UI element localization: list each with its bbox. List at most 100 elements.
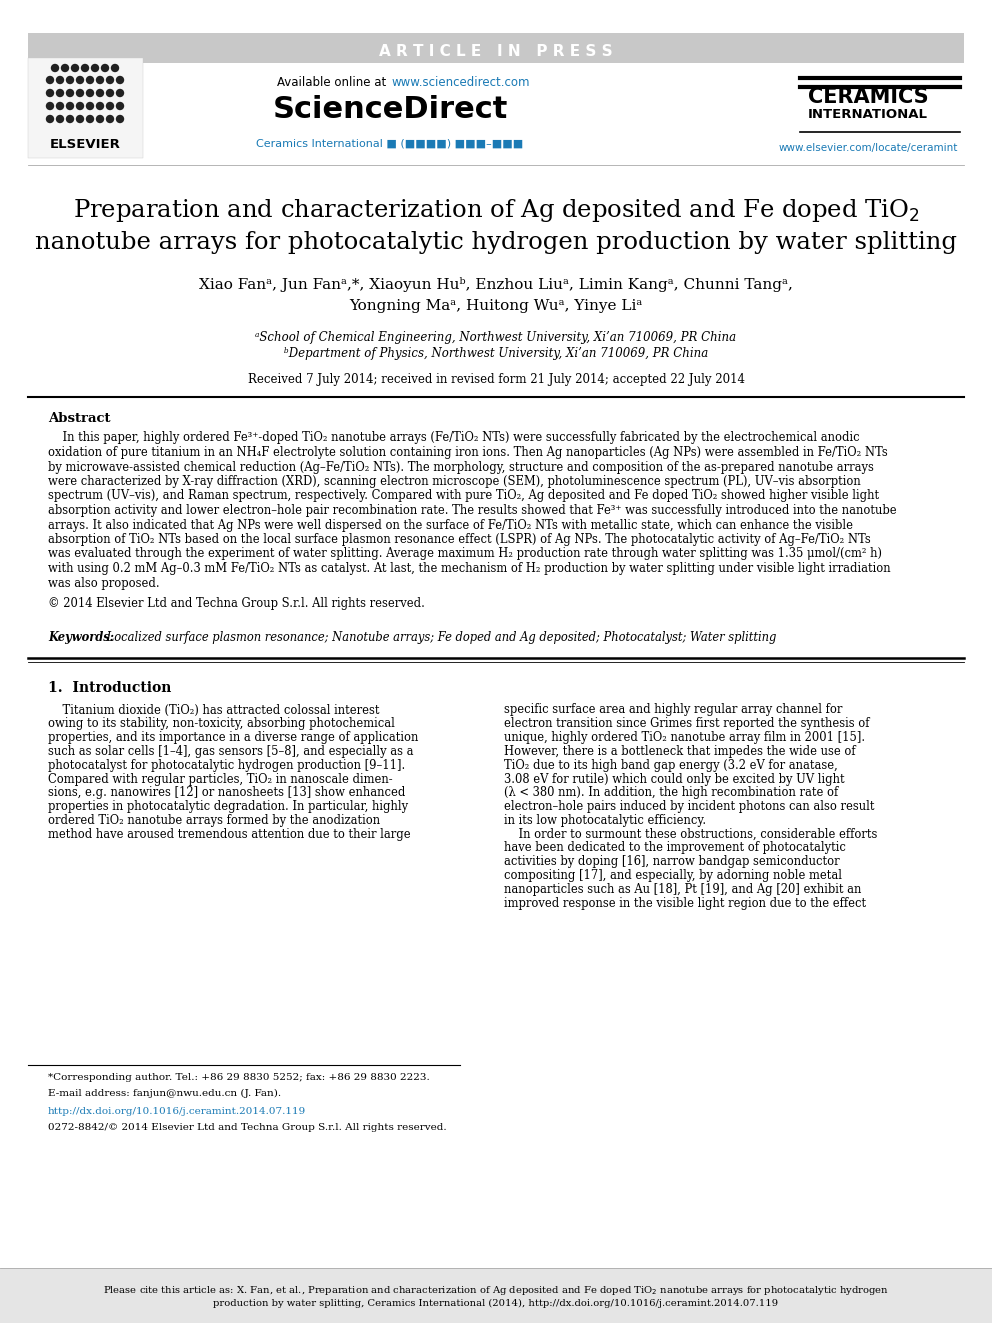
FancyBboxPatch shape xyxy=(28,33,964,64)
Text: such as solar cells [1–4], gas sensors [5–8], and especially as a: such as solar cells [1–4], gas sensors [… xyxy=(48,745,414,758)
Text: specific surface area and highly regular array channel for: specific surface area and highly regular… xyxy=(504,704,842,717)
Text: Received 7 July 2014; received in revised form 21 July 2014; accepted 22 July 20: Received 7 July 2014; received in revise… xyxy=(247,373,745,386)
Text: 1.  Introduction: 1. Introduction xyxy=(48,681,172,695)
Text: In order to surmount these obstructions, considerable efforts: In order to surmount these obstructions,… xyxy=(504,828,877,840)
Circle shape xyxy=(106,90,113,97)
Circle shape xyxy=(116,77,123,83)
Text: Keywords:: Keywords: xyxy=(48,631,114,644)
Text: properties, and its importance in a diverse range of application: properties, and its importance in a dive… xyxy=(48,732,419,744)
Text: spectrum (UV–vis), and Raman spectrum, respectively. Compared with pure TiO₂, Ag: spectrum (UV–vis), and Raman spectrum, r… xyxy=(48,490,879,503)
Circle shape xyxy=(57,77,63,83)
Text: CERAMICS: CERAMICS xyxy=(807,87,929,107)
FancyBboxPatch shape xyxy=(0,1267,992,1323)
Text: TiO₂ due to its high band gap energy (3.2 eV for anatase,: TiO₂ due to its high band gap energy (3.… xyxy=(504,758,838,771)
Text: INTERNATIONAL: INTERNATIONAL xyxy=(808,108,928,122)
Text: ScienceDirect: ScienceDirect xyxy=(273,95,508,124)
Circle shape xyxy=(81,65,88,71)
Circle shape xyxy=(62,65,68,71)
Circle shape xyxy=(76,102,83,110)
Circle shape xyxy=(101,65,108,71)
Circle shape xyxy=(57,115,63,123)
Text: nanotube arrays for photocatalytic hydrogen production by water splitting: nanotube arrays for photocatalytic hydro… xyxy=(35,232,957,254)
Circle shape xyxy=(47,90,54,97)
Text: with using 0.2 mM Ag–0.3 mM Fe/TiO₂ NTs as catalyst. At last, the mechanism of H: with using 0.2 mM Ag–0.3 mM Fe/TiO₂ NTs … xyxy=(48,562,891,576)
Text: properties in photocatalytic degradation. In particular, highly: properties in photocatalytic degradation… xyxy=(48,800,408,814)
Circle shape xyxy=(66,102,73,110)
Circle shape xyxy=(57,102,63,110)
Text: by microwave-assisted chemical reduction (Ag–Fe/TiO₂ NTs). The morphology, struc: by microwave-assisted chemical reduction… xyxy=(48,460,874,474)
Circle shape xyxy=(106,115,113,123)
Text: ELSEVIER: ELSEVIER xyxy=(50,139,120,152)
Circle shape xyxy=(47,102,54,110)
Text: arrays. It also indicated that Ag NPs were well dispersed on the surface of Fe/T: arrays. It also indicated that Ag NPs we… xyxy=(48,519,853,532)
Text: owing to its stability, non-toxicity, absorbing photochemical: owing to its stability, non-toxicity, ab… xyxy=(48,717,395,730)
Text: in its low photocatalytic efficiency.: in its low photocatalytic efficiency. xyxy=(504,814,706,827)
Circle shape xyxy=(66,90,73,97)
Text: In this paper, highly ordered Fe³⁺-doped TiO₂ nanotube arrays (Fe/TiO₂ NTs) were: In this paper, highly ordered Fe³⁺-doped… xyxy=(48,431,860,445)
Text: compositing [17], and especially, by adorning noble metal: compositing [17], and especially, by ado… xyxy=(504,869,842,882)
Circle shape xyxy=(116,90,123,97)
Text: improved response in the visible light region due to the effect: improved response in the visible light r… xyxy=(504,897,866,910)
Text: Yongning Maᵃ, Huitong Wuᵃ, Yinye Liᵃ: Yongning Maᵃ, Huitong Wuᵃ, Yinye Liᵃ xyxy=(349,299,643,314)
Circle shape xyxy=(106,102,113,110)
Text: Preparation and characterization of Ag deposited and Fe doped TiO$_2$: Preparation and characterization of Ag d… xyxy=(72,197,920,224)
Text: oxidation of pure titanium in an NH₄F electrolyte solution containing iron ions.: oxidation of pure titanium in an NH₄F el… xyxy=(48,446,888,459)
Text: photocatalyst for photocatalytic hydrogen production [9–11].: photocatalyst for photocatalytic hydroge… xyxy=(48,758,406,771)
Text: 0272-8842/© 2014 Elsevier Ltd and Techna Group S.r.l. All rights reserved.: 0272-8842/© 2014 Elsevier Ltd and Techna… xyxy=(48,1122,446,1131)
Text: However, there is a bottleneck that impedes the wide use of: However, there is a bottleneck that impe… xyxy=(504,745,856,758)
Text: *Corresponding author. Tel.: +86 29 8830 5252; fax: +86 29 8830 2223.: *Corresponding author. Tel.: +86 29 8830… xyxy=(48,1073,430,1082)
Text: ordered TiO₂ nanotube arrays formed by the anodization: ordered TiO₂ nanotube arrays formed by t… xyxy=(48,814,380,827)
Text: were characterized by X-ray diffraction (XRD), scanning electron microscope (SEM: were characterized by X-ray diffraction … xyxy=(48,475,861,488)
Circle shape xyxy=(106,77,113,83)
Text: sions, e.g. nanowires [12] or nanosheets [13] show enhanced: sions, e.g. nanowires [12] or nanosheets… xyxy=(48,786,406,799)
Circle shape xyxy=(116,115,123,123)
Text: was also proposed.: was also proposed. xyxy=(48,577,160,590)
Text: nanoparticles such as Au [18], Pt [19], and Ag [20] exhibit an: nanoparticles such as Au [18], Pt [19], … xyxy=(504,882,861,896)
Circle shape xyxy=(86,102,93,110)
Text: have been dedicated to the improvement of photocatalytic: have been dedicated to the improvement o… xyxy=(504,841,846,855)
Circle shape xyxy=(96,102,103,110)
Text: Please cite this article as: X. Fan, et al., Preparation and characterization of: Please cite this article as: X. Fan, et … xyxy=(103,1285,889,1307)
Circle shape xyxy=(71,65,78,71)
Circle shape xyxy=(66,77,73,83)
Text: absorption activity and lower electron–hole pair recombination rate. The results: absorption activity and lower electron–h… xyxy=(48,504,897,517)
Circle shape xyxy=(96,77,103,83)
Circle shape xyxy=(57,90,63,97)
Text: unique, highly ordered TiO₂ nanotube array film in 2001 [15].: unique, highly ordered TiO₂ nanotube arr… xyxy=(504,732,865,744)
Text: E-mail address: fanjun@nwu.edu.cn (J. Fan).: E-mail address: fanjun@nwu.edu.cn (J. Fa… xyxy=(48,1089,281,1098)
Circle shape xyxy=(76,77,83,83)
Text: (λ < 380 nm). In addition, the high recombination rate of: (λ < 380 nm). In addition, the high reco… xyxy=(504,786,838,799)
Text: www.sciencedirect.com: www.sciencedirect.com xyxy=(391,75,530,89)
Circle shape xyxy=(66,115,73,123)
Text: © 2014 Elsevier Ltd and Techna Group S.r.l. All rights reserved.: © 2014 Elsevier Ltd and Techna Group S.r… xyxy=(48,597,425,610)
Text: http://dx.doi.org/10.1016/j.ceramint.2014.07.119: http://dx.doi.org/10.1016/j.ceramint.201… xyxy=(48,1107,307,1117)
Text: A R T I C L E   I N   P R E S S: A R T I C L E I N P R E S S xyxy=(379,45,613,60)
Text: Titanium dioxide (TiO₂) has attracted colossal interest: Titanium dioxide (TiO₂) has attracted co… xyxy=(48,704,380,717)
Circle shape xyxy=(96,90,103,97)
Text: activities by doping [16], narrow bandgap semiconductor: activities by doping [16], narrow bandga… xyxy=(504,855,839,868)
Text: Ceramics International ■ (■■■■) ■■■–■■■: Ceramics International ■ (■■■■) ■■■–■■■ xyxy=(256,138,524,148)
Circle shape xyxy=(47,77,54,83)
Text: ᵃSchool of Chemical Engineering, Northwest University, Xi’an 710069, PR China: ᵃSchool of Chemical Engineering, Northwe… xyxy=(255,331,737,344)
Text: 3.08 eV for rutile) which could only be excited by UV light: 3.08 eV for rutile) which could only be … xyxy=(504,773,844,786)
Text: www.elsevier.com/locate/ceramint: www.elsevier.com/locate/ceramint xyxy=(779,143,957,153)
Circle shape xyxy=(86,77,93,83)
Text: Abstract: Abstract xyxy=(48,411,110,425)
Text: method have aroused tremendous attention due to their large: method have aroused tremendous attention… xyxy=(48,828,411,840)
Text: absorption of TiO₂ NTs based on the local surface plasmon resonance effect (LSPR: absorption of TiO₂ NTs based on the loca… xyxy=(48,533,871,546)
Circle shape xyxy=(111,65,118,71)
Text: Compared with regular particles, TiO₂ in nanoscale dimen-: Compared with regular particles, TiO₂ in… xyxy=(48,773,393,786)
Text: Xiao Fanᵃ, Jun Fanᵃ,*, Xiaoyun Huᵇ, Enzhou Liuᵃ, Limin Kangᵃ, Chunni Tangᵃ,: Xiao Fanᵃ, Jun Fanᵃ,*, Xiaoyun Huᵇ, Enzh… xyxy=(199,278,793,292)
FancyBboxPatch shape xyxy=(28,58,143,157)
Circle shape xyxy=(52,65,59,71)
Text: ᵇDepartment of Physics, Northwest University, Xi’an 710069, PR China: ᵇDepartment of Physics, Northwest Univer… xyxy=(284,348,708,360)
Circle shape xyxy=(96,115,103,123)
Text: was evaluated through the experiment of water splitting. Average maximum H₂ prod: was evaluated through the experiment of … xyxy=(48,548,882,561)
Circle shape xyxy=(76,115,83,123)
Circle shape xyxy=(116,102,123,110)
Circle shape xyxy=(91,65,98,71)
Circle shape xyxy=(86,90,93,97)
Circle shape xyxy=(76,90,83,97)
Text: electron–hole pairs induced by incident photons can also result: electron–hole pairs induced by incident … xyxy=(504,800,875,814)
Circle shape xyxy=(47,115,54,123)
